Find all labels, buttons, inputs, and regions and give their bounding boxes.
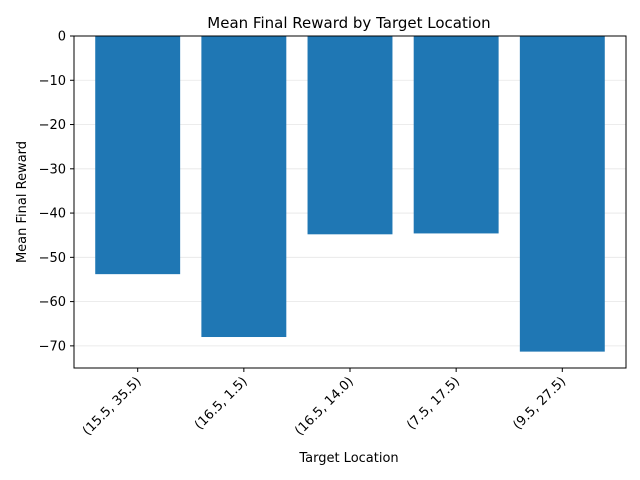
y-tick-label: −60 [39,295,66,310]
bar [519,36,605,352]
y-tick-label: −50 [39,251,66,266]
y-tick-label: 0 [58,30,66,45]
chart-title: Mean Final Reward by Target Location [207,14,490,32]
y-tick-label: −20 [39,118,66,133]
y-ticks: 0 −10 −20 −30 −40 −50 −60 −70 [39,30,74,354]
y-tick-label: −10 [39,74,66,89]
bar [307,36,393,235]
y-tick-label: −30 [39,162,66,177]
bar [413,36,499,234]
x-axis-title: Target Location [298,451,398,466]
y-axis-title: Mean Final Reward [15,141,30,263]
bar [95,36,181,275]
y-tick-label: −70 [39,339,66,354]
bar [201,36,287,338]
bars [95,36,605,352]
y-tick-label: −40 [39,207,66,222]
